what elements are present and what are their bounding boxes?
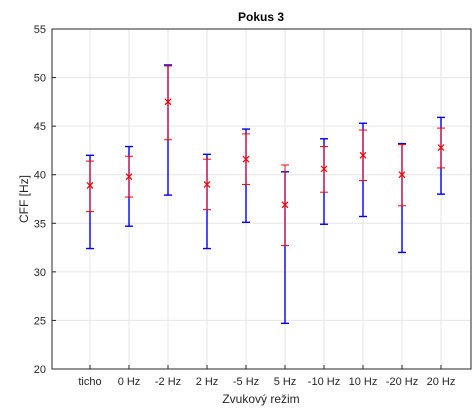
x-tick-label: -2 Hz <box>155 376 181 388</box>
data-point <box>359 151 367 159</box>
chart-title: Pokus 3 <box>238 10 284 24</box>
y-axis-label: CFF [Hz] <box>17 175 31 223</box>
data-point <box>281 201 289 209</box>
y-tick-label: 40 <box>34 170 46 182</box>
y-tick-label: 35 <box>34 218 46 230</box>
data-point-stroke <box>242 155 250 163</box>
data-point-stroke <box>125 173 133 181</box>
y-tick-label: 50 <box>34 73 46 85</box>
data-point <box>320 165 328 173</box>
data-point-stroke <box>398 171 406 179</box>
data-point-stroke <box>320 165 328 173</box>
y-tick-label: 30 <box>34 267 46 279</box>
data-point <box>203 181 211 188</box>
y-tick-label: 55 <box>34 24 46 36</box>
x-tick-label: 5 Hz <box>274 376 297 388</box>
data-point-stroke <box>86 181 94 189</box>
y-tick-label: 45 <box>34 121 46 133</box>
data-point-stroke <box>281 201 289 209</box>
x-tick-label: -5 Hz <box>233 376 259 388</box>
data-point <box>164 98 172 106</box>
data-point <box>125 173 133 181</box>
data-point-stroke <box>164 98 172 106</box>
x-axis: ticho 0 Hz -2 Hz 2 Hz -5 Hz 5 Hz -10 Hz 10 Hz -2… <box>78 365 455 388</box>
x-tick-label: 10 Hz <box>349 376 378 388</box>
x-tick-label: -20 Hz <box>386 376 418 388</box>
plot-area <box>51 28 472 370</box>
data-point <box>242 155 250 163</box>
y-axis: 20 25 30 35 40 45 50 55 <box>34 24 56 376</box>
x-axis-label: Zvukový režim <box>222 392 299 406</box>
y-tick-label: 20 <box>34 364 46 376</box>
x-tick-label: 0 Hz <box>118 376 141 388</box>
x-tick-label: 2 Hz <box>196 376 219 388</box>
grid <box>52 28 471 370</box>
chart-marks <box>86 64 445 325</box>
x-tick-label: -10 Hz <box>308 376 340 388</box>
red-error-bar <box>86 160 94 213</box>
y-tick-label: 25 <box>34 315 46 327</box>
data-point-stroke <box>359 151 367 159</box>
data-point <box>86 181 94 189</box>
data-point <box>437 144 445 151</box>
data-point <box>398 171 406 179</box>
data-point-stroke <box>203 181 211 188</box>
x-tick-label: ticho <box>78 376 101 388</box>
red-error-bar <box>164 65 172 141</box>
data-point-stroke <box>437 144 445 151</box>
x-tick-label: 20 Hz <box>427 376 456 388</box>
